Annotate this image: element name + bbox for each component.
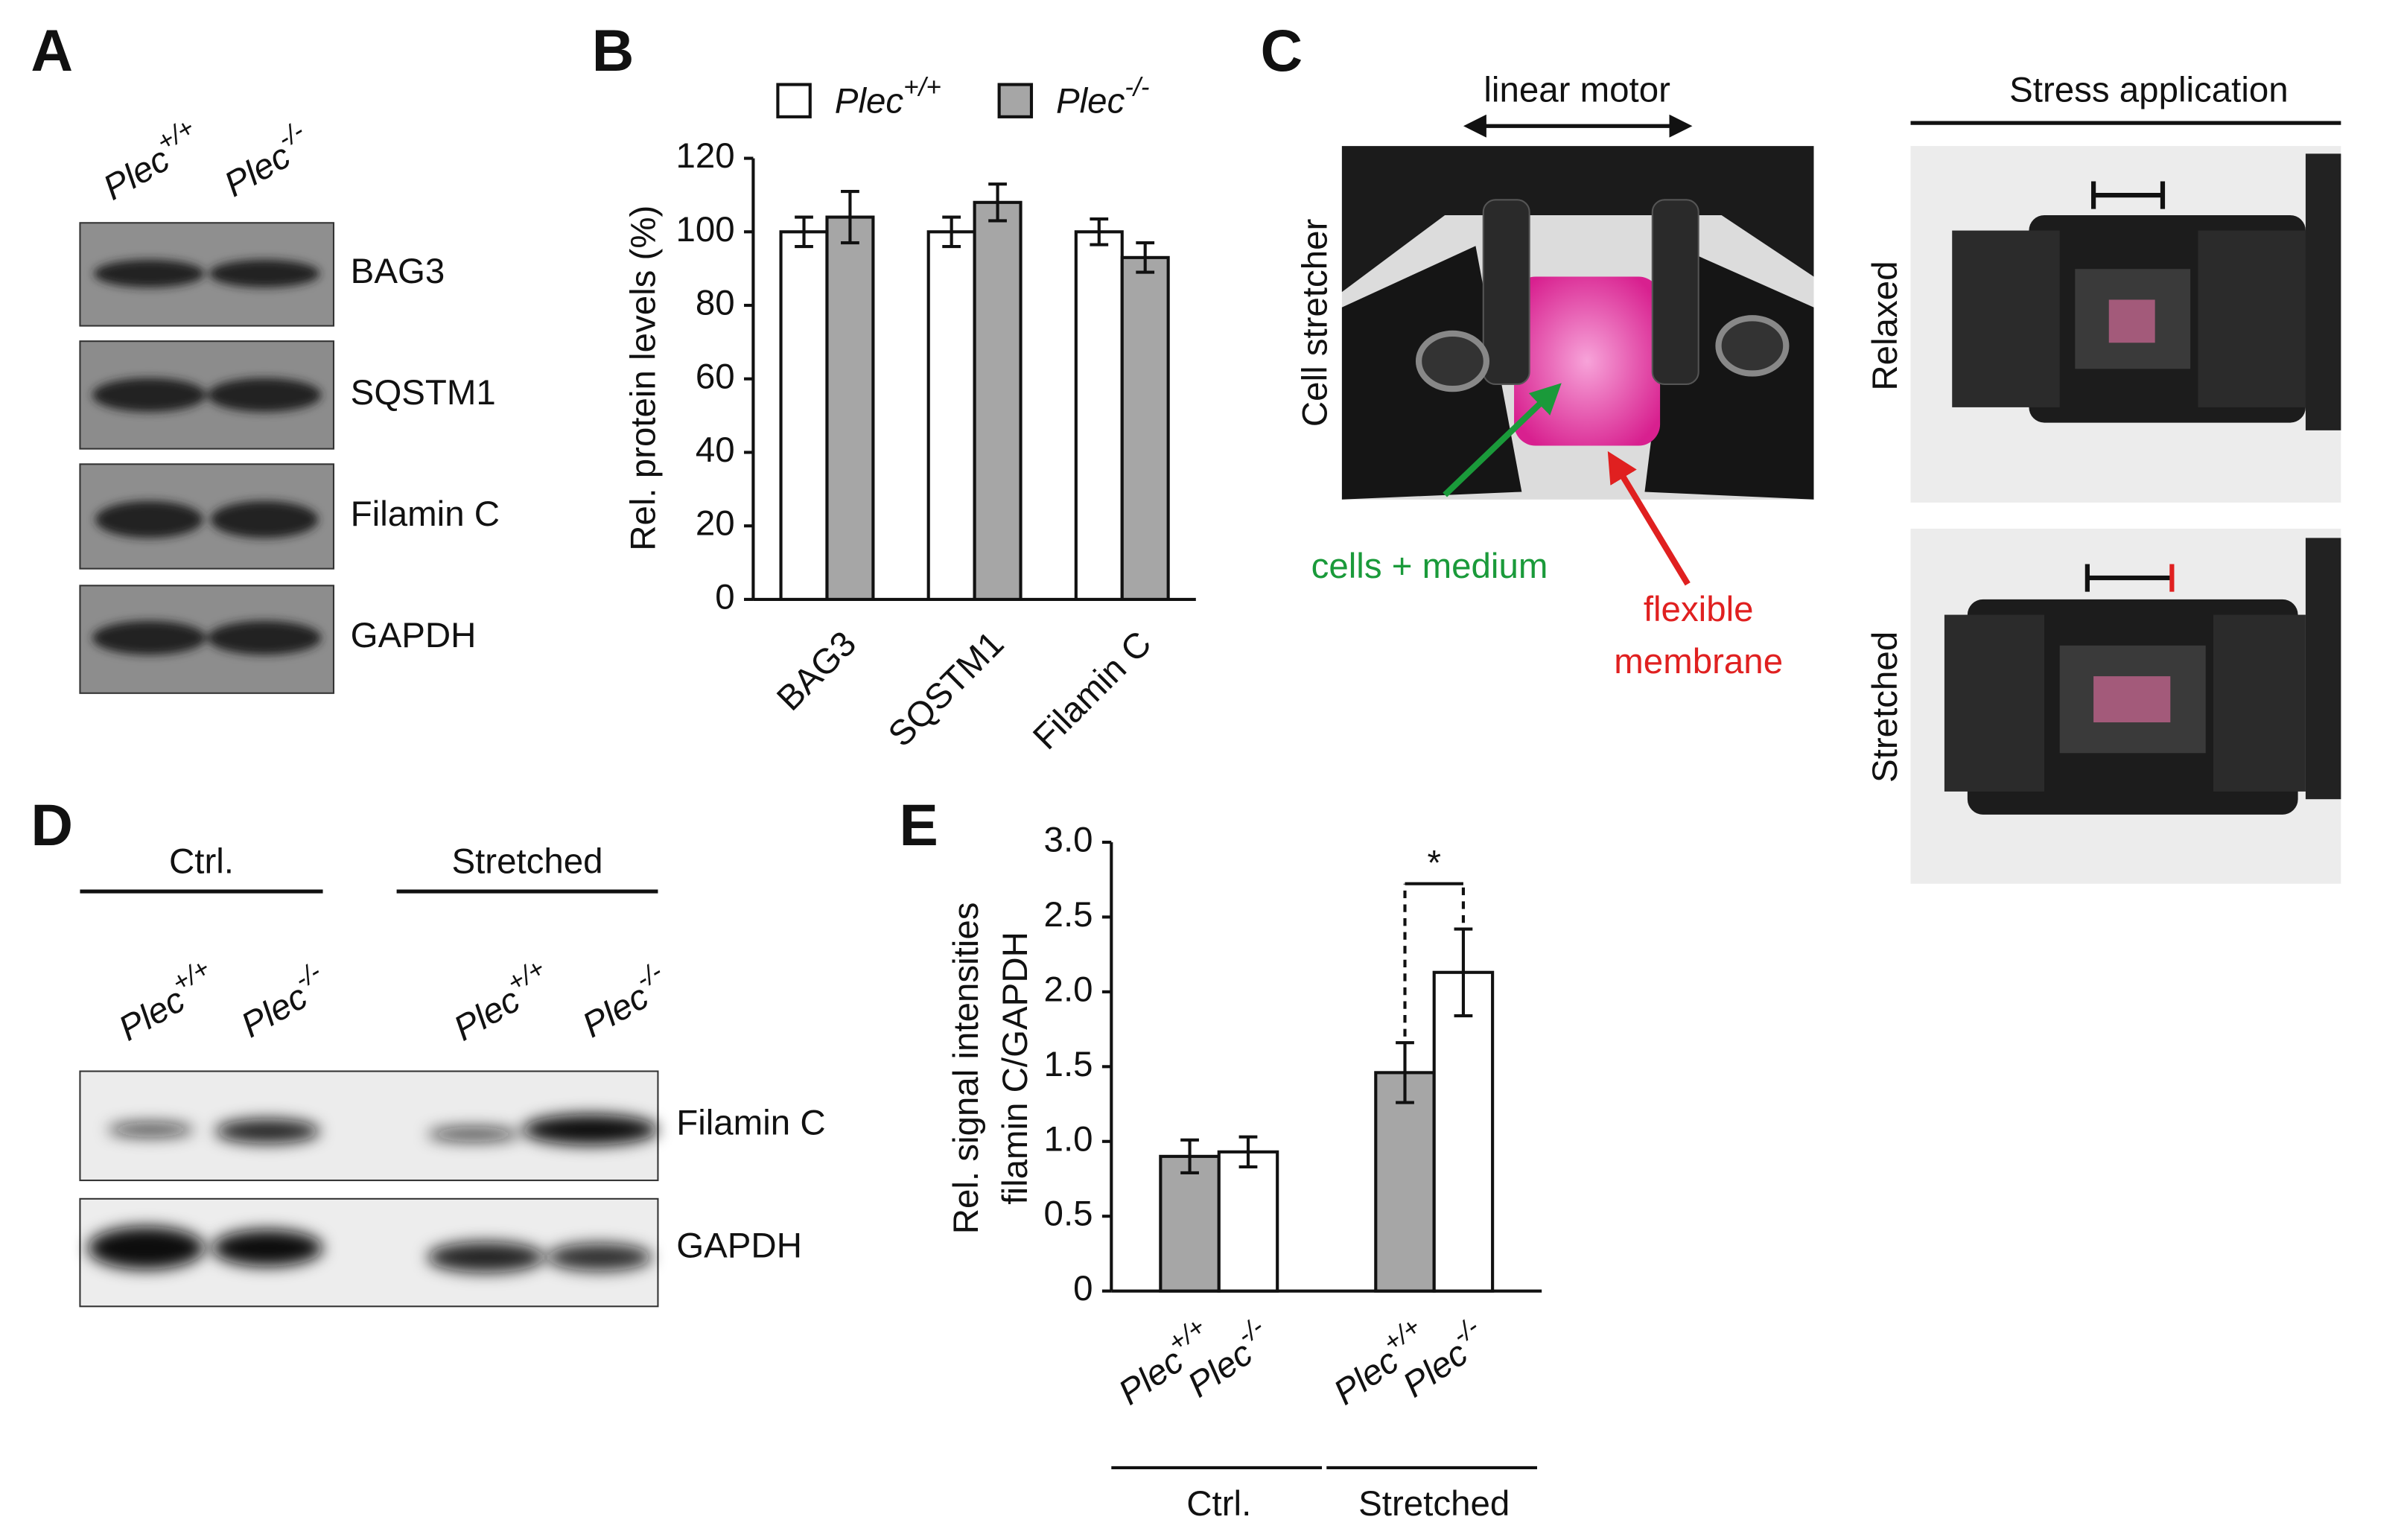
y-axis-label: filamin C/GAPDH bbox=[996, 932, 1035, 1205]
lane-label: Plec-/- bbox=[230, 957, 335, 1046]
error-bar bbox=[795, 215, 813, 249]
group-label: Ctrl. bbox=[1186, 1484, 1251, 1524]
y-tick-label: 0.5 bbox=[1044, 1194, 1093, 1234]
y-tick-label: 0 bbox=[715, 577, 734, 617]
panel-label: E bbox=[899, 792, 938, 858]
error-bar bbox=[1090, 217, 1109, 246]
significance-dash bbox=[1403, 883, 1465, 1037]
bar bbox=[926, 230, 976, 601]
legend-swatch bbox=[776, 83, 812, 118]
photo-relaxed bbox=[1910, 146, 2341, 503]
legend-label: Plec-/- bbox=[1056, 72, 1149, 121]
y-tick-label: 40 bbox=[696, 430, 735, 470]
error-bar bbox=[1180, 1138, 1199, 1175]
panel-label: C bbox=[1260, 18, 1303, 83]
y-tick-label: 2.0 bbox=[1044, 970, 1093, 1009]
bar bbox=[1374, 1071, 1436, 1293]
device-label: Cell stretcher bbox=[1295, 218, 1335, 427]
bar bbox=[1159, 1154, 1221, 1293]
legend-label: Plec+/+ bbox=[835, 72, 941, 121]
membrane-label: membrane bbox=[1614, 642, 1783, 681]
y-axis-label: Rel. signal intensities bbox=[947, 903, 986, 1235]
group-label: Stretched bbox=[451, 841, 602, 881]
stress-title: Stress application bbox=[2009, 70, 2289, 109]
error-bar bbox=[1396, 1041, 1414, 1104]
bar bbox=[1217, 1150, 1279, 1293]
y-tick-label: 80 bbox=[696, 284, 735, 323]
y-tick-label: 3.0 bbox=[1044, 821, 1093, 860]
y-tick-label: 20 bbox=[696, 504, 735, 544]
panel-label: B bbox=[592, 18, 635, 83]
row-label: Filamin C bbox=[676, 1103, 825, 1142]
lane-label: Plec+/+ bbox=[443, 953, 559, 1049]
bar bbox=[1432, 970, 1495, 1293]
error-bar bbox=[942, 215, 961, 249]
error-bar bbox=[1238, 1135, 1258, 1168]
y-axis-label: Rel. protein levels (%) bbox=[623, 206, 663, 551]
photo-stretched bbox=[1910, 528, 2341, 884]
panel-label: A bbox=[31, 18, 73, 83]
y-tick-label: 60 bbox=[696, 357, 735, 396]
row-label: GAPDH bbox=[676, 1226, 802, 1265]
y-tick-label: 120 bbox=[675, 136, 734, 176]
x-tick-label: BAG3 bbox=[769, 624, 864, 719]
state-label: Relaxed bbox=[1866, 261, 1905, 390]
cells-arrow bbox=[1443, 383, 1562, 497]
photo-cell-stretcher bbox=[1341, 146, 1814, 500]
legend-swatch bbox=[997, 83, 1034, 118]
y-tick-label: 1.5 bbox=[1044, 1045, 1093, 1084]
lane-label: Plec+/+ bbox=[108, 953, 224, 1049]
blot-a bbox=[79, 222, 335, 694]
group-label: Ctrl. bbox=[169, 841, 234, 881]
row-label: SQSTM1 bbox=[351, 373, 496, 413]
row-label: GAPDH bbox=[351, 616, 477, 655]
y-tick-label: 2.5 bbox=[1044, 895, 1093, 935]
row-label: Filamin C bbox=[351, 494, 500, 534]
bar bbox=[1120, 255, 1170, 601]
x-tick-label: SQSTM1 bbox=[881, 624, 1011, 754]
significance-label: * bbox=[1427, 843, 1440, 882]
cells-label: cells + medium bbox=[1311, 547, 1548, 586]
row-label: BAG3 bbox=[351, 252, 445, 291]
state-label: Stretched bbox=[1866, 631, 1905, 783]
panel-label: D bbox=[31, 792, 73, 858]
error-bar bbox=[1136, 241, 1155, 274]
blot-d bbox=[79, 889, 659, 1308]
group-label: Stretched bbox=[1358, 1484, 1510, 1524]
error-bar bbox=[988, 182, 1007, 223]
lane-label: Plec+/+ bbox=[92, 112, 209, 208]
bar bbox=[973, 200, 1023, 601]
error-bar bbox=[1454, 927, 1473, 1018]
lane-label: Plec-/- bbox=[571, 957, 676, 1046]
y-tick-label: 0 bbox=[1073, 1269, 1093, 1308]
lane-label: Plec-/- bbox=[213, 116, 318, 205]
bar bbox=[825, 215, 875, 601]
membrane-arrow bbox=[1607, 451, 1691, 586]
error-bar bbox=[841, 189, 859, 245]
bar bbox=[779, 230, 829, 601]
bar bbox=[1074, 230, 1124, 601]
y-tick-label: 1.0 bbox=[1044, 1119, 1093, 1159]
x-tick-label: Filamin C bbox=[1025, 624, 1159, 757]
membrane-label: flexible bbox=[1644, 590, 1754, 629]
motor-label: linear motor bbox=[1483, 70, 1670, 109]
y-tick-label: 100 bbox=[675, 210, 734, 249]
